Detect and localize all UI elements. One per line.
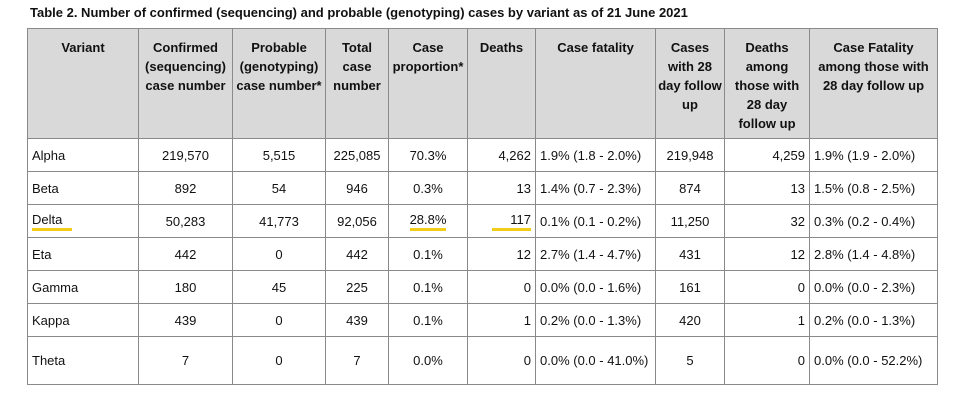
cell-fatality-followup: 0.0% (0.0 - 2.3%) — [809, 270, 938, 304]
cell-variant: Theta — [27, 336, 139, 385]
header-row: Variant Confirmed (sequencing) case numb… — [27, 28, 938, 139]
cell-variant: Delta — [27, 204, 139, 238]
cell-fatality-followup: 0.0% (0.0 - 52.2%) — [809, 336, 938, 385]
cell-deaths: 13 — [467, 171, 536, 205]
cell-total: 225,085 — [325, 138, 389, 172]
cell-confirmed: 50,283 — [138, 204, 233, 238]
table-row: Beta 892 54 946 0.3% 13 1.4% (0.7 - 2.3%… — [27, 171, 938, 205]
cell-deaths: 0 — [467, 336, 536, 385]
cell-fatality: 2.7% (1.4 - 4.7%) — [535, 237, 656, 271]
cell-followup: 219,948 — [655, 138, 725, 172]
cell-variant: Gamma — [27, 270, 139, 304]
header-probable: Probable (genotyping) case number* — [232, 28, 326, 139]
cell-fatality-followup: 1.5% (0.8 - 2.5%) — [809, 171, 938, 205]
cell-variant: Kappa — [27, 303, 139, 337]
variant-cases-table: Variant Confirmed (sequencing) case numb… — [27, 28, 938, 385]
cell-confirmed: 180 — [138, 270, 233, 304]
header-variant: Variant — [27, 28, 139, 139]
cell-deaths: 4,262 — [467, 138, 536, 172]
cell-confirmed: 442 — [138, 237, 233, 271]
cell-fatality-followup: 0.2% (0.0 - 1.3%) — [809, 303, 938, 337]
cell-proportion: 0.1% — [388, 237, 468, 271]
cell-proportion: 0.1% — [388, 303, 468, 337]
cell-proportion: 28.8% — [388, 204, 468, 238]
cell-variant: Beta — [27, 171, 139, 205]
cell-variant: Alpha — [27, 138, 139, 172]
highlighted-proportion: 28.8% — [409, 212, 447, 231]
table-row: Kappa 439 0 439 0.1% 1 0.2% (0.0 - 1.3%)… — [27, 303, 938, 337]
cell-deaths-followup: 1 — [724, 303, 810, 337]
cell-confirmed: 7 — [138, 336, 233, 385]
cell-probable: 0 — [232, 237, 326, 271]
table-caption: Table 2. Number of confirmed (sequencing… — [30, 5, 688, 20]
cell-probable: 41,773 — [232, 204, 326, 238]
cell-confirmed: 892 — [138, 171, 233, 205]
cell-followup: 431 — [655, 237, 725, 271]
table-row: Theta 7 0 7 0.0% 0 0.0% (0.0 - 41.0%) 5 … — [27, 336, 938, 385]
header-deaths-followup: Deaths among those with 28 day follow up — [724, 28, 810, 139]
cell-followup: 5 — [655, 336, 725, 385]
header-fatality: Case fatality — [535, 28, 656, 139]
cell-fatality: 1.9% (1.8 - 2.0%) — [535, 138, 656, 172]
cell-followup: 161 — [655, 270, 725, 304]
cell-fatality: 0.1% (0.1 - 0.2%) — [535, 204, 656, 238]
cell-probable: 0 — [232, 336, 326, 385]
table-row-highlighted: Delta 50,283 41,773 92,056 28.8% 117 0.1… — [27, 204, 938, 238]
cell-fatality: 1.4% (0.7 - 2.3%) — [535, 171, 656, 205]
cell-total: 442 — [325, 237, 389, 271]
cell-confirmed: 219,570 — [138, 138, 233, 172]
cell-total: 7 — [325, 336, 389, 385]
cell-fatality-followup: 2.8% (1.4 - 4.8%) — [809, 237, 938, 271]
header-proportion: Case proportion* — [388, 28, 468, 139]
cell-fatality: 0.0% (0.0 - 41.0%) — [535, 336, 656, 385]
cell-total: 225 — [325, 270, 389, 304]
cell-proportion: 70.3% — [388, 138, 468, 172]
header-deaths: Deaths — [467, 28, 536, 139]
highlighted-variant: Delta — [32, 212, 73, 231]
cell-proportion: 0.0% — [388, 336, 468, 385]
cell-fatality: 0.0% (0.0 - 1.6%) — [535, 270, 656, 304]
cell-deaths-followup: 32 — [724, 204, 810, 238]
cell-probable: 54 — [232, 171, 326, 205]
cell-deaths: 1 — [467, 303, 536, 337]
cell-probable: 5,515 — [232, 138, 326, 172]
table-row: Gamma 180 45 225 0.1% 0 0.0% (0.0 - 1.6%… — [27, 270, 938, 304]
table-row: Eta 442 0 442 0.1% 12 2.7% (1.4 - 4.7%) … — [27, 237, 938, 271]
cell-deaths: 12 — [467, 237, 536, 271]
cell-total: 92,056 — [325, 204, 389, 238]
cell-confirmed: 439 — [138, 303, 233, 337]
cell-total: 946 — [325, 171, 389, 205]
cell-deaths-followup: 4,259 — [724, 138, 810, 172]
cell-deaths: 0 — [467, 270, 536, 304]
cell-deaths-followup: 12 — [724, 237, 810, 271]
header-fatality-followup: Case Fatality among those with 28 day fo… — [809, 28, 938, 139]
cell-followup: 11,250 — [655, 204, 725, 238]
cell-deaths-followup: 0 — [724, 336, 810, 385]
cell-deaths-followup: 0 — [724, 270, 810, 304]
cell-deaths: 117 — [467, 204, 536, 238]
cell-variant: Eta — [27, 237, 139, 271]
highlighted-deaths: 117 — [492, 212, 531, 231]
cell-fatality-followup: 0.3% (0.2 - 0.4%) — [809, 204, 938, 238]
cell-followup: 874 — [655, 171, 725, 205]
cell-deaths-followup: 13 — [724, 171, 810, 205]
cell-fatality-followup: 1.9% (1.9 - 2.0%) — [809, 138, 938, 172]
cell-probable: 0 — [232, 303, 326, 337]
cell-total: 439 — [325, 303, 389, 337]
cell-followup: 420 — [655, 303, 725, 337]
cell-proportion: 0.1% — [388, 270, 468, 304]
cell-fatality: 0.2% (0.0 - 1.3%) — [535, 303, 656, 337]
header-confirmed: Confirmed (sequencing) case number — [138, 28, 233, 139]
header-total: Total case number — [325, 28, 389, 139]
cell-probable: 45 — [232, 270, 326, 304]
header-followup: Cases with 28 day follow up — [655, 28, 725, 139]
table-row: Alpha 219,570 5,515 225,085 70.3% 4,262 … — [27, 138, 938, 172]
cell-proportion: 0.3% — [388, 171, 468, 205]
